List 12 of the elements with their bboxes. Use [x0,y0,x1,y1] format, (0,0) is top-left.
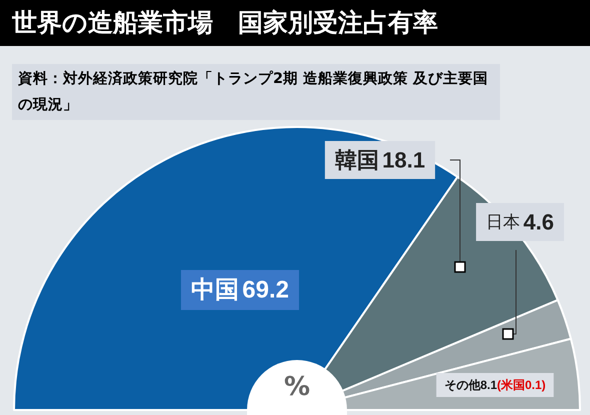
text: (米国0.1) [496,378,546,392]
data-label: 8.1 [480,378,498,392]
text: 資料：対外経済政策研究院「トランプ2期 造船業復興政策 及び主要国の現況」 [12,64,500,120]
slice-label: 日本 [486,212,520,232]
chart-title: 世界の造船業市場 国家別受注占有率 [0,0,590,46]
data-label: 69.2 [242,276,290,304]
data-label: 4.6 [523,210,554,234]
slice-label: 中国 [190,276,239,304]
slice-label: 韓国 [334,148,379,172]
text: % [282,372,312,402]
slice-label: その他 [444,378,482,392]
data-label: 18.1 [382,148,426,172]
